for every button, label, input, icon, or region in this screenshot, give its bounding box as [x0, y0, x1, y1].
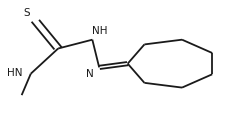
- Text: N: N: [86, 69, 94, 79]
- Text: S: S: [23, 8, 30, 18]
- Text: NH: NH: [92, 26, 107, 36]
- Text: HN: HN: [7, 68, 22, 78]
